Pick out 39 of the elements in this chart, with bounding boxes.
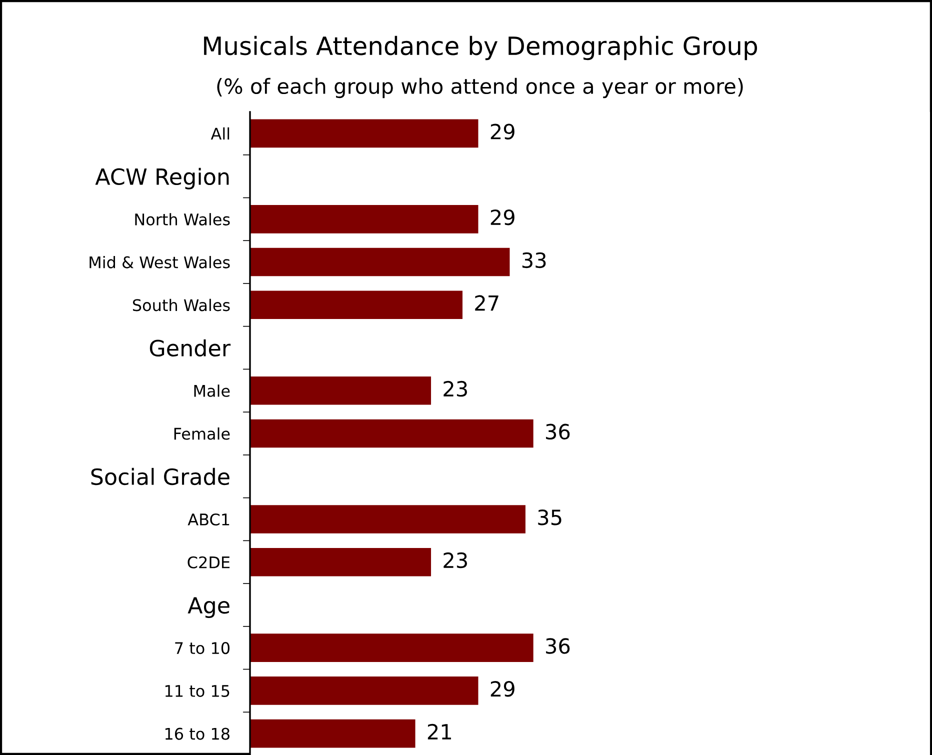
bar xyxy=(250,419,534,448)
y-tick-label: 16 to 18 xyxy=(165,728,230,740)
data-label: 36 xyxy=(546,638,570,654)
data-label: 29 xyxy=(490,124,514,140)
y-tick-label: Female xyxy=(174,427,230,440)
y-tick-label: 11 to 15 xyxy=(165,685,230,697)
data-label: 36 xyxy=(546,424,570,440)
data-label: 21 xyxy=(428,724,451,740)
bar xyxy=(250,248,510,276)
data-label: 29 xyxy=(490,209,514,226)
y-tick-label: ACW Region xyxy=(95,168,229,190)
bar xyxy=(250,634,534,662)
y-tick-label: Mid & West Wales xyxy=(90,256,230,268)
y-tick-label: Gender xyxy=(150,339,231,357)
y-tick-label: All xyxy=(210,127,230,140)
bar xyxy=(250,290,462,320)
y-tick-label: Male xyxy=(194,384,230,397)
chart-subtitle: (% of each group who attend once a year or more) xyxy=(217,78,743,98)
bar xyxy=(250,505,526,534)
y-tick-label: South Wales xyxy=(132,298,230,312)
y-tick-label: 7 to 10 xyxy=(175,642,230,654)
y-tick-label: Social Grade xyxy=(91,468,230,486)
data-label: 35 xyxy=(538,510,562,526)
data-label: 27 xyxy=(475,295,498,311)
y-tick-label: ABC1 xyxy=(188,513,230,526)
data-label: 23 xyxy=(444,552,467,568)
data-label: 29 xyxy=(490,680,514,697)
data-label: 23 xyxy=(444,380,467,397)
bar xyxy=(250,719,416,748)
bar xyxy=(250,205,478,234)
bar xyxy=(250,119,478,148)
bar xyxy=(250,376,432,405)
chart-title: Musicals Attendance by Demographic Group xyxy=(204,36,758,60)
data-label: 33 xyxy=(522,252,546,268)
y-tick-label: North Wales xyxy=(135,213,230,226)
y-tick-label: C2DE xyxy=(188,556,230,568)
y-tick-label: Age xyxy=(188,597,230,618)
bar xyxy=(250,676,478,705)
bar xyxy=(250,548,432,576)
